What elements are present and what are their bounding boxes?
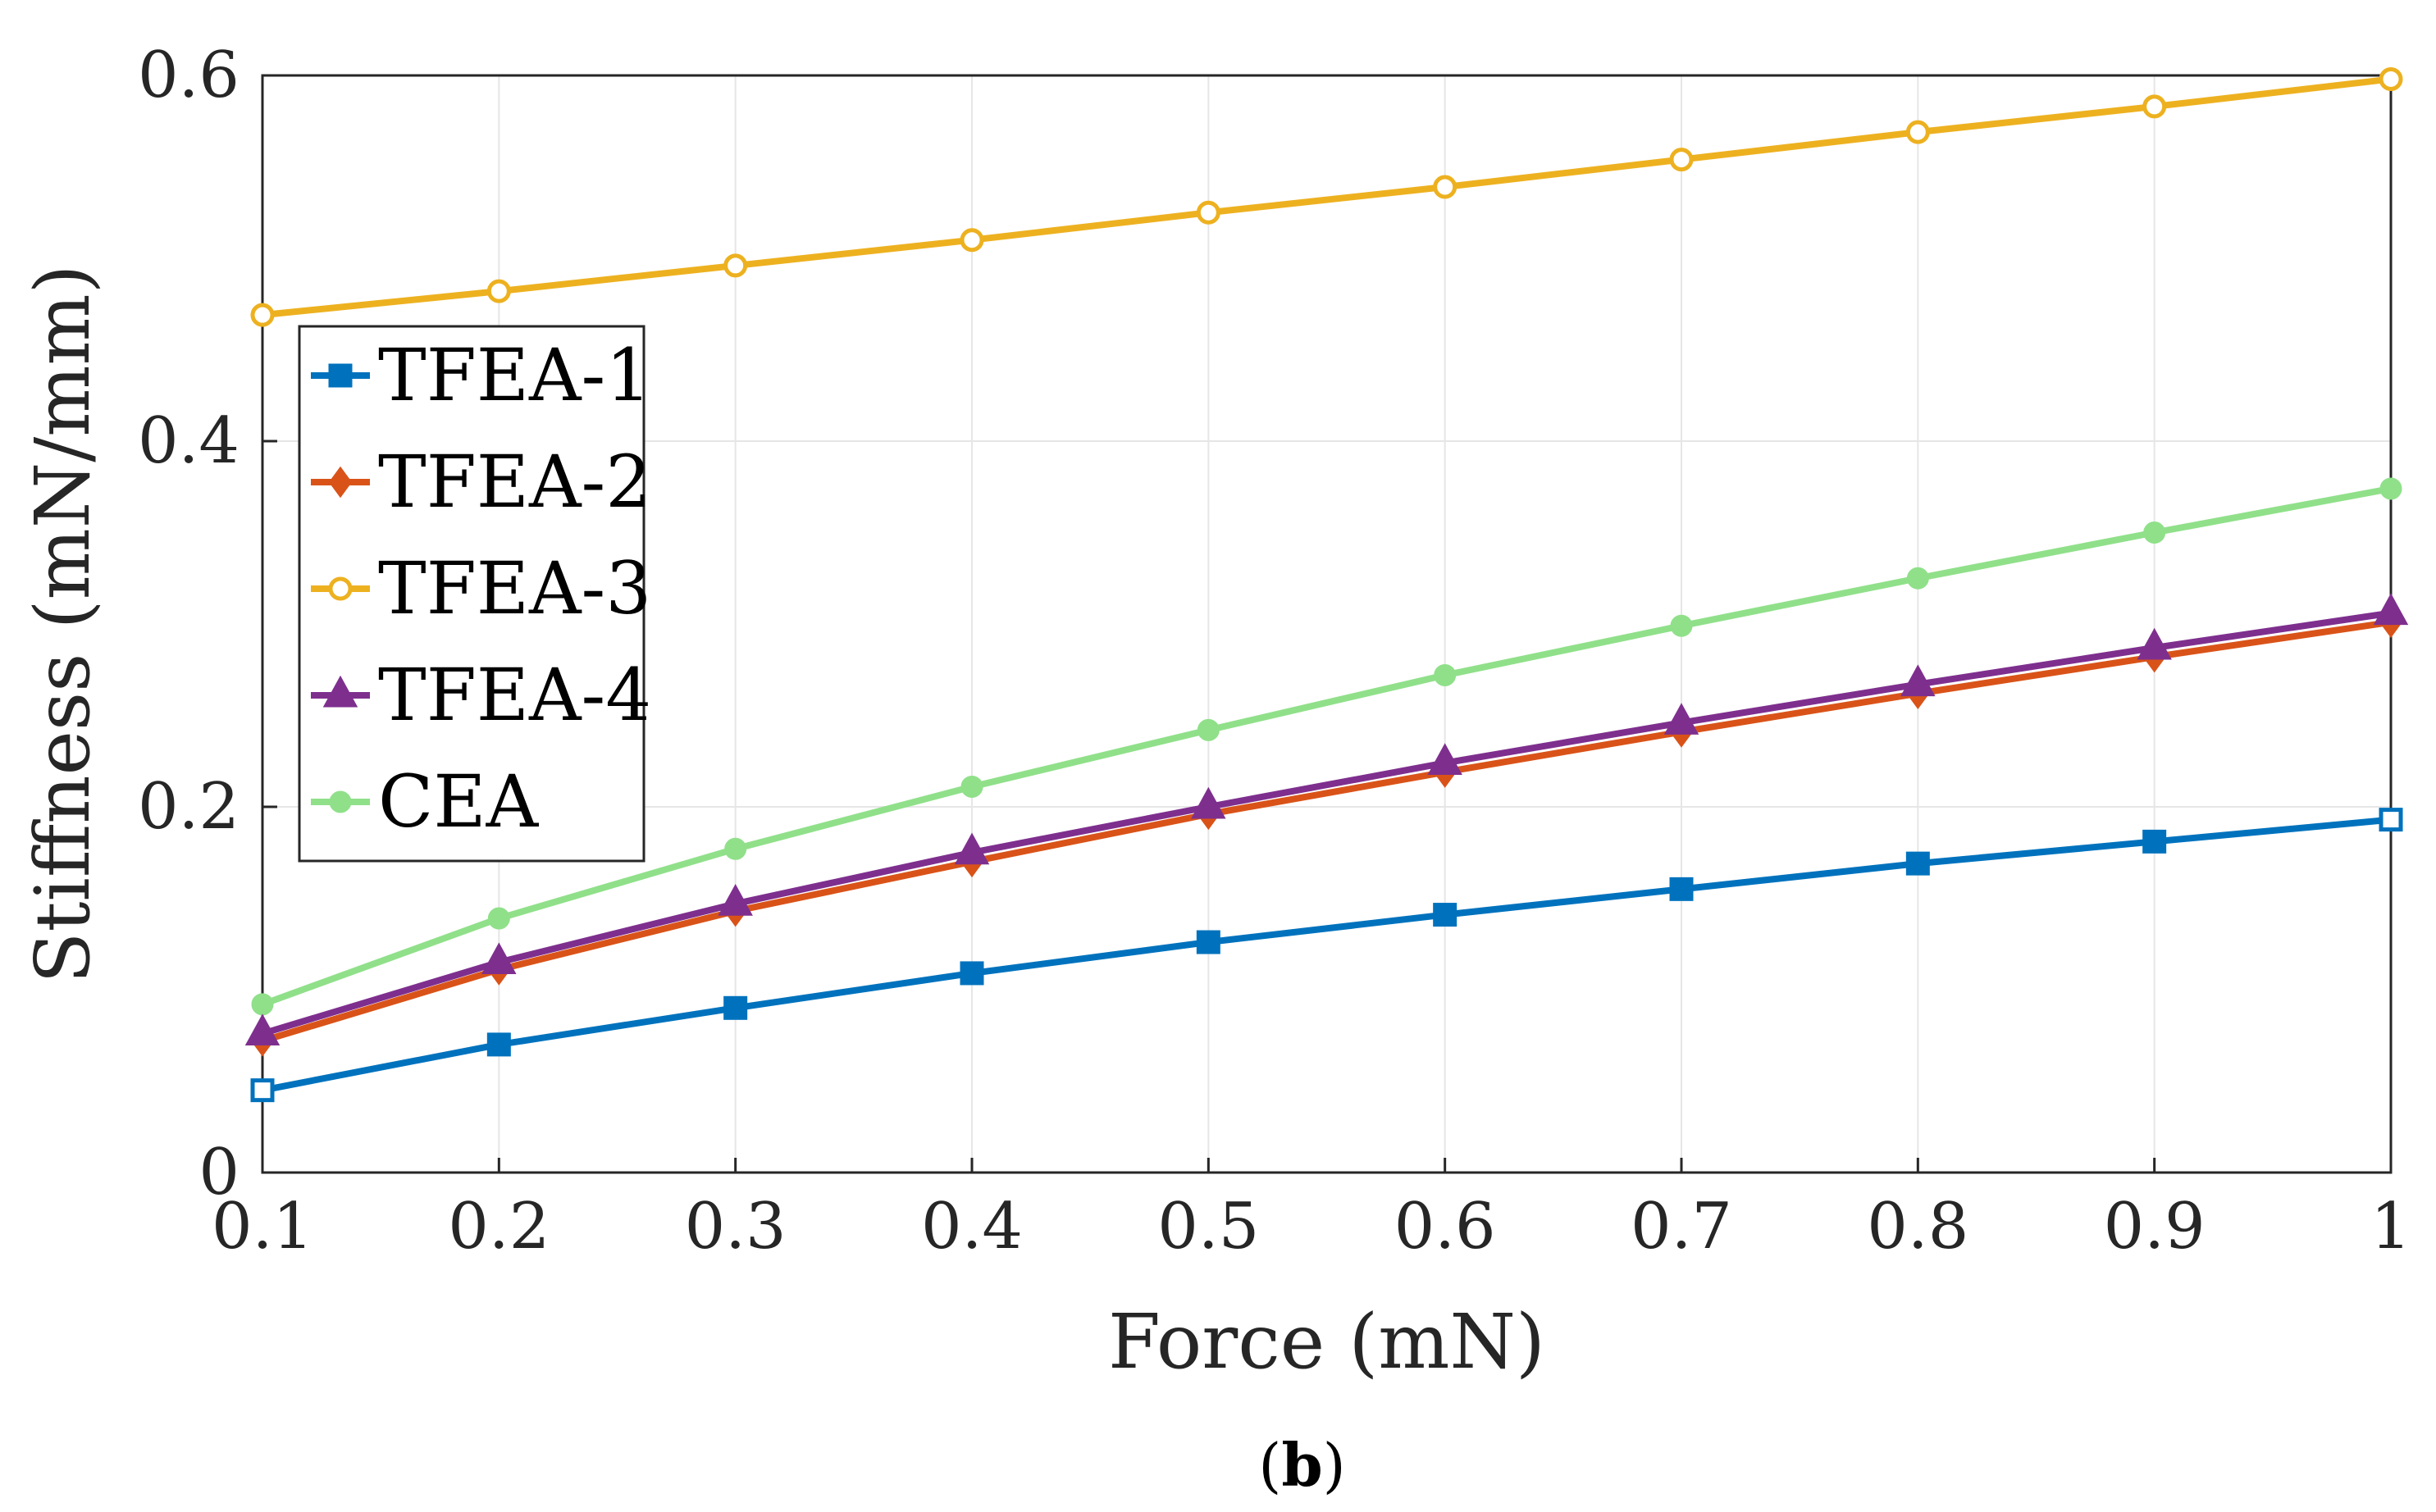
data-point	[1663, 703, 1699, 735]
data-point	[1191, 786, 1226, 819]
data-point	[486, 1032, 511, 1057]
data-point	[723, 253, 748, 278]
data-point	[2379, 66, 2403, 91]
data-point	[1906, 567, 1929, 590]
legend: TFEA-1 TFEA-2 TFEA-3 TFEA-4 CEA	[298, 325, 651, 863]
data-point	[250, 1078, 275, 1103]
x-axis-label: Force (mN)	[1108, 1298, 1545, 1386]
legend-item: TFEA-4	[311, 653, 651, 737]
data-point	[481, 942, 517, 975]
legend-item: TFEA-2	[311, 439, 651, 524]
y-tick-label: 0	[198, 1136, 239, 1209]
x-tick-label: 0.7	[1631, 1190, 1732, 1264]
data-point	[1905, 851, 1930, 876]
legend-label: TFEA-2	[378, 439, 651, 524]
data-point	[960, 961, 984, 986]
data-point	[1434, 663, 1457, 686]
series-tfea-3	[250, 66, 2403, 327]
legend-box	[298, 325, 645, 863]
x-tick-label: 0.1	[212, 1190, 313, 1264]
data-point	[960, 775, 983, 798]
data-point	[244, 1013, 281, 1046]
series-line	[261, 485, 2392, 1008]
legend-item: TFEA-1	[311, 333, 651, 417]
data-point	[2142, 829, 2167, 854]
data-point	[486, 279, 511, 303]
data-point	[1905, 120, 1930, 144]
data-point	[1900, 664, 1936, 697]
series-line	[262, 75, 2392, 319]
y-axis-label: Stiffness (mN/mm)	[19, 264, 107, 983]
legend-label: TFEA-3	[378, 546, 651, 631]
x-tick-label: 0.2	[448, 1190, 550, 1264]
data-point	[1427, 743, 1462, 775]
data-point	[1670, 614, 1693, 637]
data-point	[328, 466, 353, 499]
data-point	[329, 790, 352, 813]
series-tfea-4	[244, 593, 2409, 1046]
data-point	[2137, 627, 2172, 660]
data-point	[1433, 903, 1457, 927]
data-point	[2373, 593, 2409, 626]
x-tick-label: 0.3	[685, 1190, 787, 1264]
legend-item: TFEA-3	[311, 546, 651, 631]
series-tfea-1	[250, 808, 2403, 1103]
y-tick-label: 0.4	[138, 404, 239, 478]
axis-ticks: 0.1 0.2 0.3 0.4 0.5 0.6 0.7 0.8 0.9 1 0 0.2 0.4 0.6	[138, 39, 2411, 1264]
x-tick-label: 0.4	[921, 1190, 1023, 1264]
data-point	[2379, 477, 2402, 500]
legend-label: TFEA-4	[378, 653, 651, 737]
x-tick-label: 0.6	[1394, 1190, 1496, 1264]
series-line	[262, 816, 2392, 1094]
series-cea	[251, 477, 2402, 1016]
legend-label: TFEA-1	[378, 333, 651, 417]
figure-caption: (b)	[1258, 1430, 1346, 1500]
data-point	[328, 363, 353, 388]
data-point	[1669, 148, 1694, 172]
data-point	[1196, 200, 1220, 225]
data-point	[718, 883, 753, 916]
data-point	[960, 228, 984, 253]
caption-letter: b	[1281, 1430, 1322, 1500]
y-tick-label: 0.2	[138, 770, 239, 844]
legend-label: CEA	[378, 759, 540, 844]
data-series	[244, 66, 2409, 1103]
data-point	[1669, 877, 1694, 901]
caption-close-paren: )	[1323, 1431, 1346, 1500]
data-point	[322, 675, 358, 708]
data-point	[954, 832, 990, 865]
data-point	[2142, 94, 2167, 119]
y-tick-label: 0.6	[138, 39, 239, 112]
caption-open-paren: (	[1258, 1431, 1281, 1500]
series-line	[261, 618, 2392, 1045]
data-point	[724, 837, 747, 860]
legend-item: CEA	[311, 759, 540, 844]
data-point	[328, 576, 353, 601]
x-tick-label: 0.8	[1867, 1190, 1968, 1264]
x-tick-label: 1	[2370, 1190, 2411, 1264]
series-line	[261, 609, 2392, 1037]
data-point	[1197, 718, 1220, 741]
x-tick-label: 0.9	[2104, 1190, 2206, 1264]
data-point	[723, 995, 748, 1020]
data-point	[250, 303, 275, 327]
data-point	[1433, 175, 1457, 199]
data-point	[251, 993, 274, 1016]
data-point	[2379, 808, 2403, 832]
data-point	[2143, 521, 2166, 544]
data-point	[487, 907, 510, 930]
data-point	[1196, 930, 1220, 954]
x-tick-label: 0.5	[1157, 1190, 1259, 1264]
